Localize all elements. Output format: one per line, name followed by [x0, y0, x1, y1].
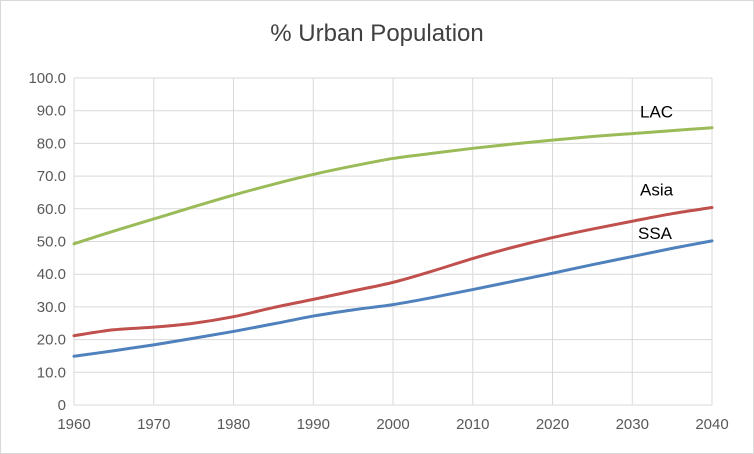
series-line-lac [72, 126, 714, 246]
x-tick-label: 2010 [456, 416, 489, 433]
x-tick-label: 2040 [695, 416, 728, 433]
y-tick-label: 40.0 [37, 266, 66, 283]
y-tick-label: 100.0 [28, 70, 66, 87]
chart-title: % Urban Population [270, 20, 484, 47]
y-tick-label: 0 [58, 397, 66, 414]
x-tick-label: 2020 [536, 416, 569, 433]
x-tick-label: 1980 [217, 416, 250, 433]
series-line-asia [72, 205, 714, 338]
y-tick-label: 60.0 [37, 201, 66, 218]
x-tick-label: 1970 [137, 416, 170, 433]
series-label-ssa: SSA [638, 224, 673, 243]
series-label-asia: Asia [640, 180, 674, 199]
series-line-ssa [72, 239, 714, 358]
y-tick-label: 10.0 [37, 364, 66, 381]
x-tick-label: 2000 [376, 416, 409, 433]
y-tick-label: 80.0 [37, 135, 66, 152]
series-label-lac: LAC [640, 103, 673, 122]
y-tick-label: 90.0 [37, 103, 66, 120]
y-tick-label: 30.0 [37, 299, 66, 316]
x-tick-label: 2030 [616, 416, 649, 433]
y-tick-label: 50.0 [37, 234, 66, 251]
y-tick-label: 70.0 [37, 168, 66, 185]
x-tick-label: 1960 [57, 416, 90, 433]
x-tick-label: 1990 [297, 416, 330, 433]
y-tick-label: 20.0 [37, 332, 66, 349]
